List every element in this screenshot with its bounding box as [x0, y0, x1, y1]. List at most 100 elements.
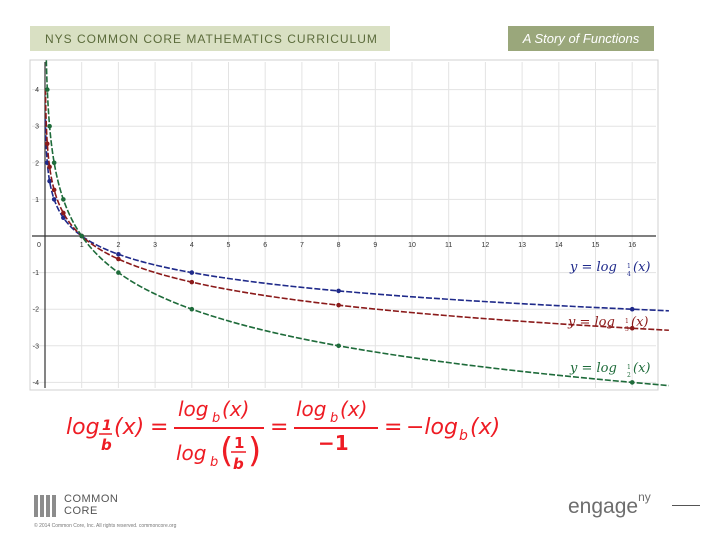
series-point-2 — [51, 187, 57, 193]
series-label-arg-3: (x) — [633, 361, 650, 376]
change-of-base-formula: log 1 b (x) = log b (x) log b ( 1 b ) = … — [66, 397, 500, 473]
x-tick-label: 1 — [80, 242, 84, 249]
series-label-base-num-1: 1 — [627, 263, 631, 270]
series-label-arg-1: (x) — [633, 260, 650, 275]
footer-rule — [672, 505, 700, 506]
formula-lhs-arg: (x) — [114, 415, 144, 440]
formula-lhs-den: b — [101, 436, 112, 454]
x-tick-label: 7 — [300, 242, 304, 249]
series-point-2 — [189, 279, 195, 285]
formula-lhs-log: log — [66, 415, 100, 440]
series-point-1 — [47, 178, 52, 184]
formula-f1-num-log: log — [178, 397, 209, 421]
series-point-2 — [629, 325, 635, 331]
series-label-base-den-3: 2 — [627, 372, 631, 379]
formula-f1-den-frac-den: b — [233, 455, 244, 473]
series-point-2 — [44, 141, 50, 147]
series-point-3 — [51, 160, 57, 166]
formula-lhs-num: 1 — [102, 418, 112, 434]
series-point-3 — [47, 123, 52, 129]
formula-f2-num-log: log — [296, 397, 327, 421]
series-point-3 — [189, 306, 195, 312]
x-tick-label: 11 — [445, 242, 452, 249]
y-tick-label: 3 — [35, 124, 39, 131]
logo-line-1: COMMON — [64, 493, 119, 505]
formula-f1-paren-open: ( — [220, 431, 233, 471]
formula-rhs-arg: (x) — [470, 415, 500, 440]
x-tick-label: 5 — [227, 242, 231, 249]
series-line-2 — [44, 88, 669, 332]
series-point-1 — [629, 306, 635, 312]
x-tick-label: 9 — [373, 242, 377, 249]
x-tick-label: 10 — [408, 242, 416, 249]
series-point-1 — [61, 215, 66, 220]
formula-rhs-sub: b — [459, 428, 468, 444]
series-point-2 — [336, 302, 341, 308]
formula-f1-den-frac-num: 1 — [234, 434, 244, 452]
series-label-base-den-1: 4 — [627, 271, 631, 278]
formula-f1-den-log: log — [176, 441, 207, 465]
x-tick-label: 16 — [628, 242, 636, 249]
x-tick-label: 13 — [518, 242, 526, 249]
series-label-2: y = log — [567, 315, 615, 330]
engageny-logo: engageny — [568, 490, 651, 519]
formula-rhs-log: −log — [406, 415, 458, 440]
series-point-1 — [336, 288, 341, 294]
y-tick-label: -4 — [33, 380, 39, 387]
y-tick-label: -2 — [33, 307, 39, 314]
common-core-logo: COMMON CORE — [34, 493, 134, 523]
series-point-2 — [61, 210, 66, 216]
y-tick-label: 1 — [35, 197, 39, 204]
x-tick-label: 8 — [337, 242, 341, 249]
series-label-1: y = log — [569, 260, 617, 275]
x-tick-label: 15 — [592, 242, 600, 249]
formula-eq-1: = — [150, 415, 168, 440]
series-point-3 — [79, 233, 84, 239]
series-point-3 — [61, 197, 66, 202]
series-point-1 — [51, 197, 57, 202]
series-label-3: y = log — [569, 361, 617, 376]
series-line-1 — [44, 119, 669, 312]
formula-eq-2: = — [270, 415, 288, 440]
series-point-3 — [629, 380, 635, 385]
y-tick-label: 2 — [35, 160, 39, 167]
curriculum-banner: NYS COMMON CORE MATHEMATICS CURRICULUM — [30, 26, 390, 51]
x-tick-label: 2 — [116, 242, 120, 249]
series-label-arg-2: (x) — [631, 315, 648, 330]
copyright-text: © 2014 Common Core, Inc. All rights rese… — [34, 523, 177, 529]
x-tick-label: 14 — [555, 242, 563, 249]
x-tick-label: 0 — [37, 242, 41, 249]
module-label: A Story of Functions — [522, 31, 640, 46]
formula-f1-num-sub: b — [212, 411, 220, 426]
series-line-3 — [45, 60, 669, 387]
formula-f2-num-sub: b — [330, 411, 338, 426]
plot-area — [29, 59, 659, 391]
curriculum-label: NYS COMMON CORE MATHEMATICS CURRICULUM — [45, 31, 378, 46]
x-tick-label: 12 — [482, 242, 490, 249]
engage-superscript: ny — [638, 490, 651, 504]
formula-f1-paren-close: ) — [248, 431, 261, 471]
y-tick-label: 4 — [35, 87, 39, 94]
x-tick-label: 4 — [190, 242, 194, 249]
series-point-2 — [116, 256, 121, 262]
y-tick-label: -3 — [33, 343, 39, 350]
series-point-1 — [116, 252, 121, 257]
formula-eq-3: = — [384, 415, 402, 440]
x-tick-label: 6 — [263, 242, 267, 249]
y-tick-label: -1 — [33, 270, 39, 277]
logo-line-2: CORE — [64, 505, 98, 517]
series-label-base-num-3: 1 — [627, 364, 631, 371]
series-point-3 — [336, 343, 341, 349]
engage-word: engage — [568, 495, 639, 518]
formula-f2-num-arg: (x) — [340, 397, 367, 421]
series-label-base-num-2: 1 — [625, 318, 629, 325]
module-banner: A Story of Functions — [508, 26, 654, 51]
series-point-2 — [47, 164, 52, 170]
series-point-3 — [116, 270, 121, 275]
series-point-1 — [189, 270, 195, 275]
formula-f2-den: −1 — [318, 431, 349, 455]
formula-f1-num-arg: (x) — [222, 397, 249, 421]
x-tick-label: 3 — [153, 242, 157, 249]
formula-f1-den-sub: b — [210, 455, 218, 470]
